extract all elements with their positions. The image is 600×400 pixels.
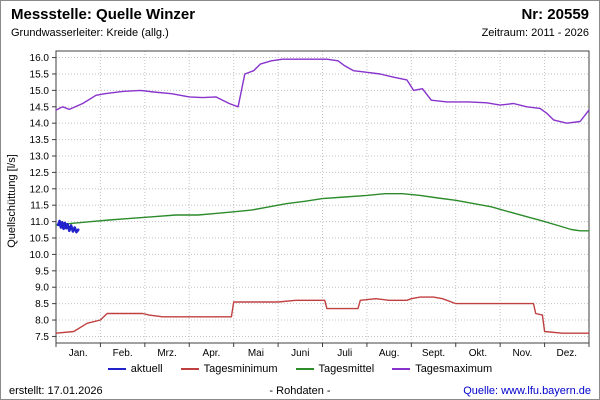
- legend-line-tagesminimum-icon: [180, 368, 199, 370]
- source-link[interactable]: Quelle: www.lfu.bayern.de: [463, 385, 591, 397]
- legend-label: aktuell: [130, 363, 163, 375]
- y-tick-label: 12.0: [30, 184, 50, 195]
- legend-line-tagesmittel-icon: [295, 368, 314, 370]
- x-tick-label: Sept.: [422, 348, 445, 359]
- legend-label: Tagesmittel: [318, 363, 375, 375]
- series-tagesmaximum: [55, 58, 590, 124]
- y-tick-label: 12.5: [30, 168, 50, 179]
- y-tick-label: 8.0: [35, 316, 49, 327]
- footer: erstellt: 17.01.2026 - Rohdaten - Quelle…: [9, 385, 591, 397]
- x-tick-label: Mai: [248, 348, 264, 359]
- y-tick-label: 9.0: [35, 283, 49, 294]
- legend-label: Tagesminimum: [203, 363, 278, 375]
- y-tick-label: 16.0: [30, 53, 50, 64]
- chart-legend: aktuell Tagesminimum Tagesmittel Tagesma…: [1, 363, 599, 375]
- legend-line-aktuell-icon: [107, 368, 126, 370]
- discharge-chart-canvas: 7.5 8.0 8.5 9.0 9.5 10.0 10.5 11.0 11.5 12.0 12.5 1…: [6, 50, 590, 359]
- y-tick-label: 10.5: [30, 234, 50, 245]
- subheader: Grundwasserleiter: Kreide (allg.) Zeitra…: [11, 27, 589, 39]
- legend-label: Tagesmaximum: [415, 363, 493, 375]
- y-tick-label: 14.5: [30, 102, 50, 113]
- y-tick-label: 8.5: [35, 299, 49, 310]
- y-tick-label: 9.5: [35, 266, 49, 277]
- created-date: erstellt: 17.01.2026: [9, 385, 103, 397]
- header: Messstelle: Quelle Winzer Nr: 20559: [11, 6, 589, 23]
- y-tick-label: 10.0: [30, 250, 50, 261]
- x-tick-label: Jan.: [69, 348, 88, 359]
- data-mode-label: - Rohdaten -: [269, 385, 331, 397]
- x-tick-label: Feb.: [113, 348, 133, 359]
- y-tick-label: 13.5: [30, 135, 50, 146]
- y-tick-label: 11.0: [30, 217, 49, 228]
- y-tick-label: 15.0: [30, 86, 50, 97]
- period-label: Zeitraum: 2011 - 2026: [481, 27, 589, 39]
- legend-item-tagesmaximum: Tagesmaximum: [392, 363, 492, 375]
- x-tick-label: Okt.: [469, 348, 487, 359]
- series-tagesmittel: [55, 192, 590, 232]
- x-tick-label: Apr.: [203, 348, 221, 359]
- series-aktuell: [56, 219, 80, 234]
- y-tick-label: 7.5: [35, 332, 49, 343]
- aquifer-label: Grundwasserleiter: Kreide (allg.): [11, 27, 169, 39]
- legend-line-tagesmaximum-icon: [392, 368, 411, 370]
- legend-item-tagesminimum: Tagesminimum: [180, 363, 278, 375]
- x-tick-label: Dez.: [557, 348, 578, 359]
- series-tagesminimum: [55, 296, 590, 334]
- y-axis-title: Quellschüttung [l/s]: [6, 154, 18, 248]
- legend-item-tagesmittel: Tagesmittel: [295, 363, 375, 375]
- x-tick-label: Aug.: [379, 348, 400, 359]
- y-tick-label: 15.5: [30, 69, 50, 80]
- x-tick-label: Mrz.: [157, 348, 176, 359]
- legend-item-aktuell: aktuell: [107, 363, 163, 375]
- x-tick-label: Juni: [291, 348, 309, 359]
- x-tick-label: Juli: [337, 348, 352, 359]
- y-tick-label: 14.0: [30, 119, 50, 130]
- x-tick-label: Nov.: [512, 348, 532, 359]
- station-number: Nr: 20559: [521, 6, 589, 23]
- y-tick-label: 11.5: [30, 201, 49, 212]
- station-title: Messstelle: Quelle Winzer: [11, 6, 196, 23]
- y-tick-label: 13.0: [30, 151, 50, 162]
- plot-frame: [55, 50, 590, 344]
